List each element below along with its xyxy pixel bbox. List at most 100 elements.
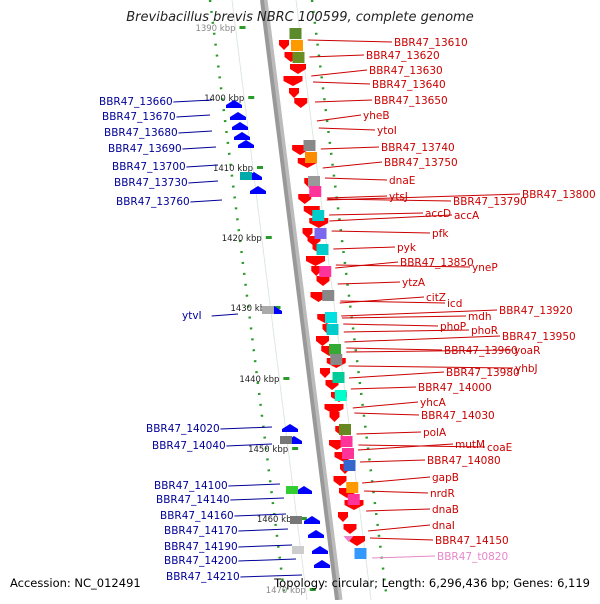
- left-gene-label: BBR47_13700: [112, 161, 186, 173]
- right-gene-label: yhbJ: [515, 363, 538, 375]
- left-label-leader: [178, 130, 213, 134]
- right-gene-label: yneP: [472, 262, 498, 274]
- right-label-leader: [364, 490, 429, 494]
- left-gene-block: [280, 436, 292, 444]
- right-gene-label: nrdR: [430, 488, 455, 500]
- left-label-leader: [211, 313, 239, 317]
- reverse-gene-body: [308, 535, 324, 538]
- left-gene-label: BBR47_14100: [154, 480, 228, 492]
- right-label-leader: [326, 195, 388, 199]
- right-label-leader: [307, 39, 393, 43]
- gene-block: [325, 312, 337, 323]
- right-gene-label: pfk: [432, 228, 449, 240]
- forward-gene-arrow: [320, 368, 330, 378]
- reverse-gene-arrow: [314, 560, 330, 565]
- right-gene-label: mutM: [455, 439, 485, 451]
- gene-block: [314, 228, 327, 239]
- forward-gene-arrow: [283, 76, 303, 86]
- genome-summary-text: Topology: circular; Length: 6,296,436 bp…: [274, 576, 590, 590]
- tick-label: 1460 kbp: [257, 515, 297, 525]
- right-label-leader: [340, 300, 446, 304]
- left-label-leader: [228, 483, 281, 487]
- left-gene-block: [240, 172, 252, 180]
- right-gene-label: BBR47_14080: [427, 455, 501, 467]
- right-label-leader: [341, 309, 498, 317]
- left-label-leader: [220, 426, 273, 430]
- reverse-gene-arrow: [312, 546, 328, 551]
- left-label-leader: [238, 528, 289, 532]
- forward-gene-arrow: [338, 512, 348, 522]
- forward-gene-arrow: [306, 256, 325, 266]
- reverse-gene-arrow: [282, 424, 298, 429]
- tick-mark: [292, 447, 299, 450]
- reverse-gene-body: [246, 177, 262, 180]
- forward-gene-arrow: [333, 476, 347, 486]
- left-label-leader: [182, 146, 217, 150]
- right-gene-label: BBR47_13750: [384, 157, 458, 169]
- gene-block: [343, 460, 356, 471]
- right-label-leader: [309, 54, 365, 58]
- right-gene-label: BBR47_13920: [499, 305, 573, 317]
- right-gene-label: BBR47_13610: [394, 37, 468, 49]
- left-label-leader: [238, 558, 297, 562]
- left-gene-block: [290, 516, 302, 524]
- right-label-leader: [348, 365, 514, 369]
- forward-gene-arrow: [290, 64, 306, 74]
- reverse-gene-body: [232, 127, 248, 130]
- right-gene-label: dnaI: [432, 520, 455, 532]
- right-label-leader: [343, 329, 470, 333]
- reverse-gene-body: [304, 521, 320, 524]
- reverse-gene-arrow: [296, 486, 312, 491]
- right-label-leader: [329, 214, 453, 222]
- forward-gene-arrow: [324, 404, 344, 414]
- left-gene-label: BBR47_13760: [116, 196, 190, 208]
- gene-block: [330, 354, 343, 365]
- right-gene-label: accA: [454, 210, 480, 222]
- tick-mark: [239, 26, 246, 29]
- right-label-leader: [356, 431, 422, 435]
- left-gene-label: BBR47_14200: [164, 555, 238, 567]
- tick-label: 1470 kbp: [266, 586, 306, 596]
- right-gene-label: pyk: [397, 242, 417, 254]
- gene-block: [289, 28, 302, 39]
- left-gene-label: BBR47_14190: [164, 541, 238, 553]
- right-gene-label: ytoI: [377, 125, 397, 137]
- left-label-leader: [190, 199, 223, 203]
- gene-block: [312, 210, 325, 221]
- tick-mark: [265, 236, 272, 239]
- left-label-leader: [188, 180, 219, 184]
- right-gene-label: yheB: [363, 110, 390, 122]
- right-gene-label: BBR47_13950: [502, 331, 576, 343]
- left-gene-label: BBR47_14170: [164, 525, 238, 537]
- tick-mark: [274, 306, 281, 309]
- forward-gene-arrow: [349, 536, 365, 546]
- right-label-leader: [314, 99, 373, 103]
- reverse-gene-arrow: [304, 516, 320, 521]
- reverse-gene-arrow: [232, 122, 248, 127]
- right-gene-label: phoP: [440, 321, 466, 333]
- reverse-gene-arrow: [226, 100, 242, 105]
- right-label-leader: [341, 315, 467, 319]
- gene-block: [308, 176, 320, 187]
- inner-dot-ring: [208, 0, 287, 601]
- right-gene-label: yhcA: [420, 397, 447, 409]
- reverse-gene-body: [250, 191, 266, 194]
- tick-mark: [248, 96, 255, 99]
- right-gene-label: BBR47_13800: [522, 189, 596, 201]
- right-label-leader: [352, 401, 419, 409]
- forward-gene-arrow: [316, 276, 330, 286]
- reverse-gene-arrow: [230, 112, 246, 117]
- reverse-gene-arrow: [234, 132, 250, 137]
- right-gene-label: ytsJ: [389, 191, 408, 203]
- right-gene-label: accD: [425, 208, 451, 220]
- right-label-leader: [329, 212, 424, 216]
- gene-block: [319, 266, 332, 277]
- backbone-line: [260, 0, 339, 601]
- left-gene-label: BBR47_14040: [152, 440, 226, 452]
- right-label-leader: [359, 459, 426, 463]
- tick-mark: [257, 166, 263, 169]
- right-gene-label: BBR47_13630: [369, 65, 443, 77]
- right-gene-label: gapB: [432, 472, 459, 484]
